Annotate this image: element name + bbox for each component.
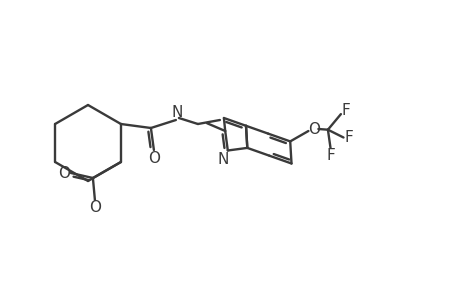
Text: O: O	[58, 166, 70, 181]
Text: F: F	[341, 103, 349, 118]
Text: F: F	[325, 148, 334, 164]
Text: O: O	[89, 200, 101, 215]
Text: N: N	[217, 152, 228, 167]
Text: O: O	[148, 151, 160, 166]
Text: F: F	[343, 130, 352, 145]
Text: O: O	[308, 122, 320, 136]
Text: N: N	[171, 104, 182, 119]
